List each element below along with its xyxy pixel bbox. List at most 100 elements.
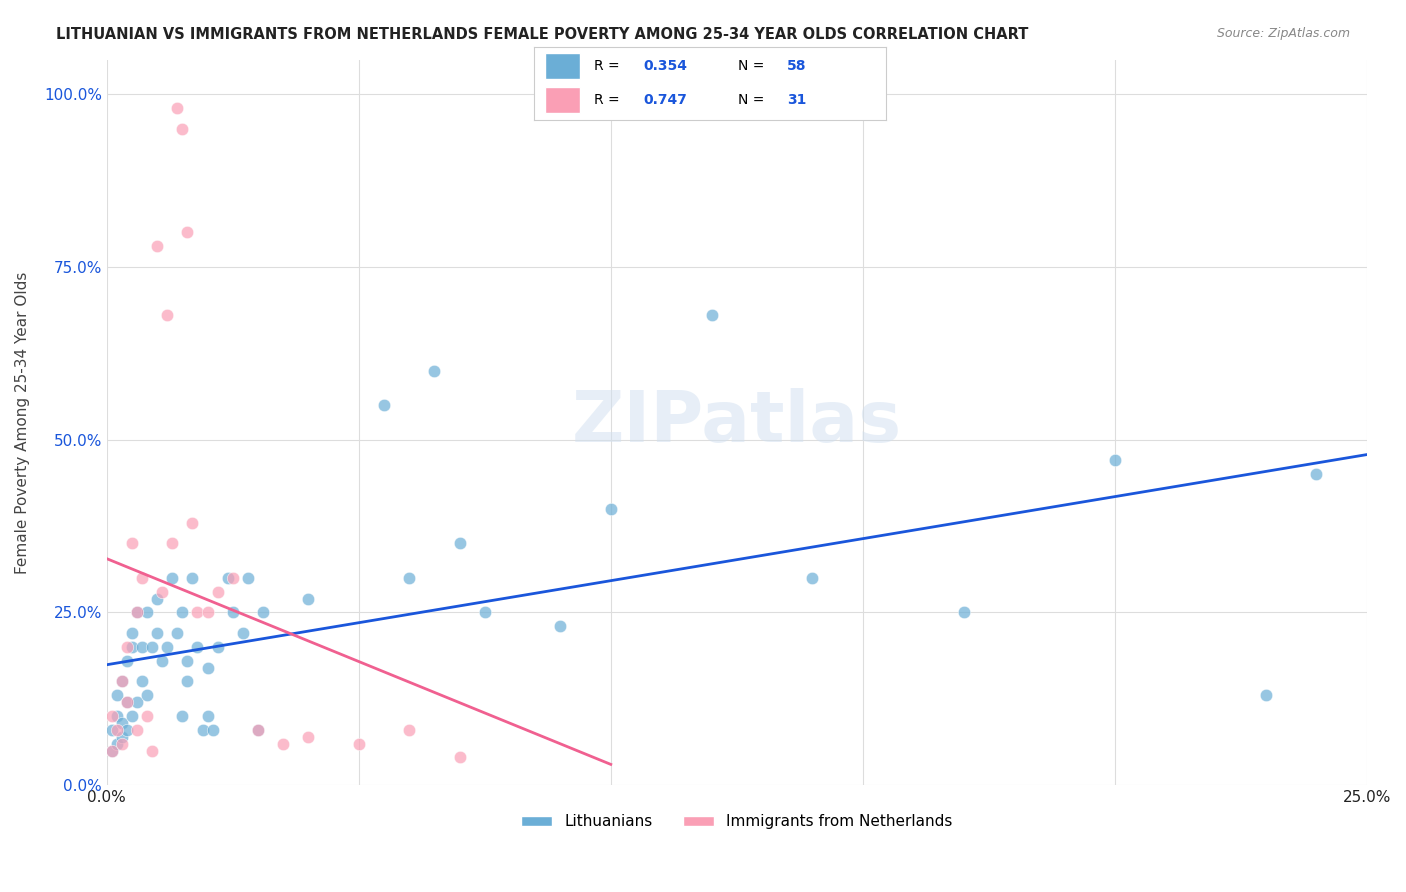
Point <box>105 709 128 723</box>
Point <box>449 536 471 550</box>
Point <box>115 695 138 709</box>
Point <box>121 640 143 654</box>
Point <box>550 619 572 633</box>
Point <box>246 723 269 737</box>
Point <box>373 398 395 412</box>
Point <box>423 363 446 377</box>
Point <box>246 723 269 737</box>
Point <box>172 121 194 136</box>
Bar <box>544 87 579 113</box>
Text: R =: R = <box>593 59 624 73</box>
Point <box>125 605 148 619</box>
Point <box>1254 688 1277 702</box>
Point <box>111 674 134 689</box>
Point <box>101 743 124 757</box>
Text: 0.354: 0.354 <box>644 59 688 73</box>
Point <box>162 571 184 585</box>
Point <box>232 626 254 640</box>
Point <box>146 626 169 640</box>
Point <box>150 654 173 668</box>
Point <box>115 723 138 737</box>
Point <box>136 605 159 619</box>
Point <box>162 536 184 550</box>
Point <box>176 225 198 239</box>
Point <box>115 640 138 654</box>
Point <box>131 674 153 689</box>
Point <box>1104 453 1126 467</box>
Point <box>141 640 163 654</box>
Point <box>136 709 159 723</box>
Text: LITHUANIAN VS IMMIGRANTS FROM NETHERLANDS FEMALE POVERTY AMONG 25-34 YEAR OLDS C: LITHUANIAN VS IMMIGRANTS FROM NETHERLAND… <box>56 27 1029 42</box>
Text: 0.747: 0.747 <box>644 93 688 107</box>
Point <box>121 709 143 723</box>
Point <box>150 584 173 599</box>
Point <box>207 584 229 599</box>
Point <box>191 723 214 737</box>
Point <box>111 730 134 744</box>
Text: 31: 31 <box>787 93 807 107</box>
Point <box>125 723 148 737</box>
Point <box>201 723 224 737</box>
Point <box>252 605 274 619</box>
Point <box>217 571 239 585</box>
Point <box>271 737 294 751</box>
Point <box>166 626 188 640</box>
Point <box>700 308 723 322</box>
Point <box>172 709 194 723</box>
Point <box>176 654 198 668</box>
Point <box>398 723 420 737</box>
Point <box>101 723 124 737</box>
Point <box>121 536 143 550</box>
Point <box>156 308 179 322</box>
Point <box>131 571 153 585</box>
Text: 58: 58 <box>787 59 807 73</box>
Point <box>222 605 245 619</box>
Point <box>111 715 134 730</box>
Point <box>186 640 208 654</box>
Point <box>181 571 204 585</box>
Point <box>156 640 179 654</box>
Point <box>236 571 259 585</box>
Point <box>115 654 138 668</box>
Point <box>146 239 169 253</box>
Point <box>952 605 974 619</box>
Point <box>176 674 198 689</box>
Point <box>207 640 229 654</box>
Point <box>136 688 159 702</box>
Point <box>197 660 219 674</box>
Point <box>297 730 319 744</box>
Legend: Lithuanians, Immigrants from Netherlands: Lithuanians, Immigrants from Netherlands <box>516 808 959 836</box>
Point <box>105 737 128 751</box>
Text: N =: N = <box>738 93 769 107</box>
Point <box>131 640 153 654</box>
Point <box>197 605 219 619</box>
Text: N =: N = <box>738 59 769 73</box>
Point <box>347 737 370 751</box>
Point <box>197 709 219 723</box>
Point <box>599 501 621 516</box>
Point <box>111 674 134 689</box>
Point <box>125 605 148 619</box>
Point <box>474 605 496 619</box>
Point <box>115 695 138 709</box>
Text: ZIPatlas: ZIPatlas <box>572 388 901 457</box>
Point <box>222 571 245 585</box>
Point <box>101 743 124 757</box>
Point <box>449 750 471 764</box>
Point <box>105 723 128 737</box>
Point <box>186 605 208 619</box>
Point <box>111 737 134 751</box>
Point <box>121 626 143 640</box>
Text: R =: R = <box>593 93 624 107</box>
Point <box>297 591 319 606</box>
Point <box>141 743 163 757</box>
Text: Source: ZipAtlas.com: Source: ZipAtlas.com <box>1216 27 1350 40</box>
Point <box>172 605 194 619</box>
Bar <box>544 54 579 79</box>
Point <box>1305 467 1327 482</box>
Point <box>801 571 824 585</box>
Point <box>101 709 124 723</box>
Point <box>166 101 188 115</box>
Y-axis label: Female Poverty Among 25-34 Year Olds: Female Poverty Among 25-34 Year Olds <box>15 271 30 574</box>
Point <box>181 516 204 530</box>
